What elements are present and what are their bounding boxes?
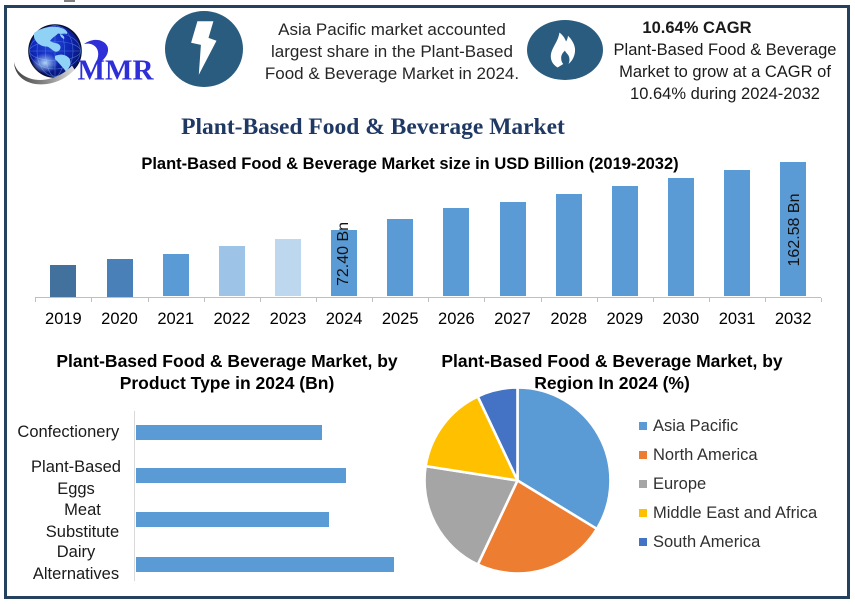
svg-text:MMR: MMR: [78, 56, 154, 87]
